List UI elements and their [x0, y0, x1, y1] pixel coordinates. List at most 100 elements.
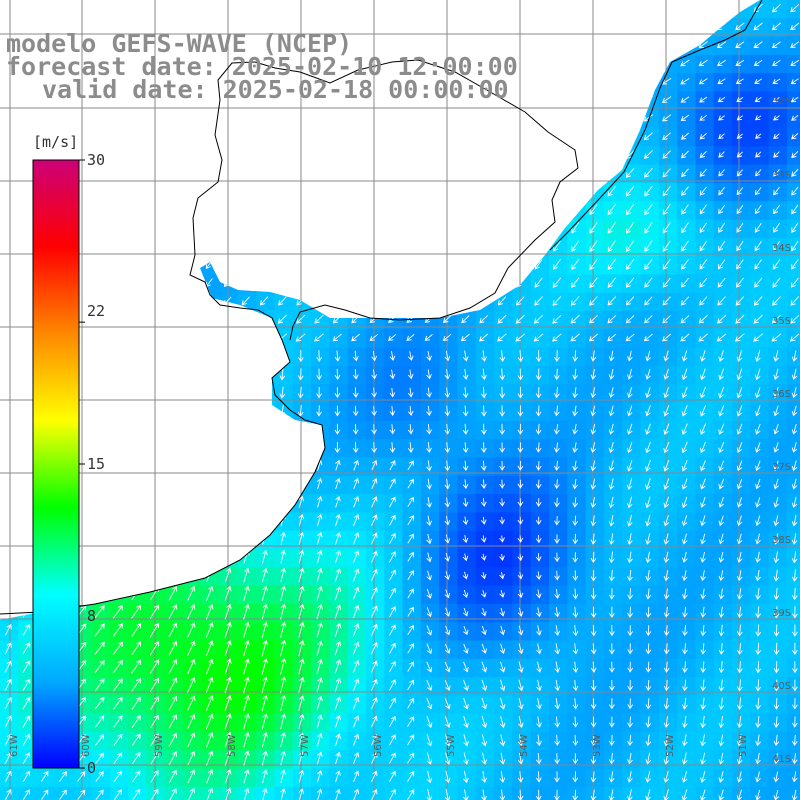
- wind-arrow: [23, 533, 30, 544]
- wind-arrow: [662, 333, 672, 342]
- wind-arrow: [426, 752, 433, 765]
- wind-arrow: [735, 59, 745, 66]
- wind-arrow: [718, 624, 725, 637]
- wind-arrow: [187, 278, 195, 288]
- wind-arrow: [114, 240, 122, 252]
- wind-arrow: [151, 387, 157, 398]
- wind-arrow: [150, 770, 159, 783]
- wind-arrow: [790, 296, 800, 306]
- wind-arrow: [224, 750, 232, 766]
- wind-arrow: [791, 478, 798, 490]
- wind-arrow: [4, 404, 11, 418]
- wind-arrow: [113, 478, 122, 489]
- wind-arrow: [389, 369, 396, 380]
- wind-arrow: [113, 114, 123, 122]
- wind-arrow: [462, 516, 469, 526]
- wind-arrow: [261, 713, 269, 730]
- wind-arrow: [114, 442, 121, 453]
- wind-arrow: [187, 441, 194, 454]
- wind-arrow: [498, 168, 506, 178]
- wind-arrow: [206, 585, 214, 601]
- wind-arrow: [772, 296, 781, 306]
- wind-arrow: [772, 96, 780, 103]
- wind-arrow: [444, 752, 451, 765]
- wind-arrow: [94, 696, 105, 710]
- wind-arrow: [334, 622, 342, 638]
- wind-arrow: [626, 460, 633, 472]
- wind-arrow: [535, 571, 542, 581]
- wind-arrow: [149, 677, 159, 692]
- wind-arrow: [645, 569, 652, 582]
- wind-arrow: [480, 241, 488, 251]
- wind-arrow: [535, 350, 542, 363]
- wind-arrow: [571, 240, 580, 252]
- wind-arrow: [423, 132, 434, 141]
- wind-arrow: [426, 369, 432, 380]
- wind-arrow: [771, 3, 781, 13]
- wind-arrow: [736, 405, 743, 417]
- wind-arrow: [242, 404, 249, 418]
- wind-arrow: [335, 788, 341, 800]
- wind-arrow: [388, 204, 396, 215]
- wind-arrow: [132, 496, 141, 508]
- wind-arrow: [389, 660, 396, 673]
- wind-arrow: [22, 733, 31, 746]
- wind-arrow: [94, 587, 105, 600]
- wind-arrow: [772, 78, 781, 84]
- wind-arrow: [205, 731, 214, 748]
- wind-arrow: [224, 368, 231, 381]
- wind-arrow: [444, 387, 451, 398]
- wind-arrow: [187, 585, 196, 601]
- wind-arrow: [205, 404, 212, 417]
- wind-arrow: [262, 787, 268, 800]
- wind-arrow: [754, 204, 762, 215]
- wind-arrow: [608, 387, 615, 399]
- wind-arrow: [21, 3, 31, 13]
- wind-arrow: [332, 114, 342, 122]
- wind-arrow: [444, 552, 451, 562]
- wind-arrow: [407, 496, 414, 507]
- wind-arrow: [755, 679, 762, 692]
- wind-arrow: [699, 259, 708, 270]
- wind-arrow: [499, 368, 506, 381]
- wind-arrow: [460, 22, 471, 31]
- wind-arrow: [351, 333, 360, 342]
- wind-arrow: [76, 114, 86, 122]
- wind-arrow: [681, 533, 688, 545]
- wind-arrow: [4, 642, 12, 655]
- wind-arrow: [407, 351, 414, 361]
- wind-arrow: [278, 296, 287, 306]
- wind-arrow: [533, 333, 544, 342]
- title-model: modelo GEFS-WAVE (NCEP): [6, 29, 353, 58]
- wind-arrow: [663, 643, 670, 655]
- wind-arrow: [517, 771, 524, 783]
- wind-arrow: [718, 133, 725, 140]
- wind-arrow: [533, 114, 544, 122]
- wind-arrow: [259, 296, 269, 306]
- wind-arrow: [23, 349, 29, 363]
- wind-arrow: [681, 259, 689, 270]
- wind-arrow: [608, 496, 615, 509]
- wind-arrow: [131, 550, 141, 564]
- wind-arrow: [95, 277, 104, 288]
- wind-arrow: [661, 96, 672, 103]
- wind-arrow: [76, 132, 86, 140]
- wind-arrow: [4, 733, 12, 746]
- wind-arrow: [187, 368, 194, 380]
- wind-arrow: [280, 676, 287, 694]
- wind-arrow: [517, 479, 524, 489]
- wind-arrow: [405, 22, 415, 31]
- coastline: [0, 0, 763, 615]
- wind-arrow: [682, 679, 688, 692]
- wind-arrow: [315, 259, 323, 270]
- wind-arrow: [389, 624, 396, 636]
- wind-arrow: [572, 350, 579, 362]
- wind-arrow: [95, 186, 104, 196]
- wind-arrow: [353, 770, 360, 783]
- wind-arrow: [389, 715, 396, 728]
- wind-arrow: [626, 478, 633, 491]
- wind-arrow: [681, 478, 688, 490]
- wind-arrow: [607, 333, 617, 342]
- wind-arrow: [351, 4, 360, 13]
- wind-arrow: [754, 187, 762, 196]
